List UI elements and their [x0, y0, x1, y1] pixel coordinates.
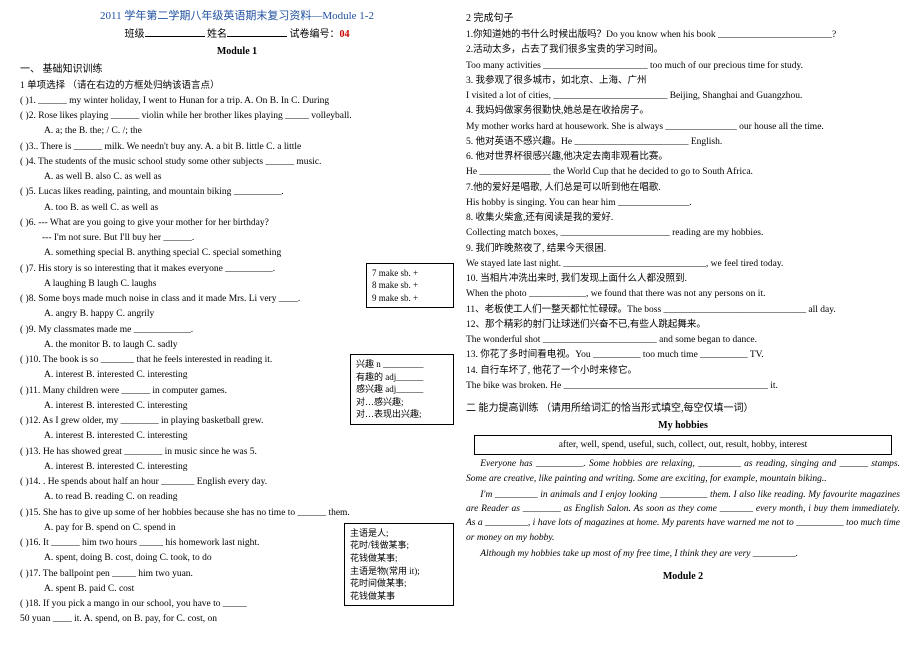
paper-label: 试卷编号：	[290, 29, 340, 40]
box3-l5: 花时间做某事;	[350, 577, 448, 590]
c4b: My mother works hard at housework. She i…	[466, 120, 900, 134]
box3-l6: 花钱做某事	[350, 590, 448, 603]
mc-heading: 1 单项选择 （请在右边的方框处归纳该语言点）	[20, 79, 454, 93]
note-box-spend: 主语是人; 花时/钱做某事; 花钱做某事; 主语是物(常用 it); 花时间做某…	[344, 523, 454, 607]
left-column: 2011 学年第二学期八年级英语期末复习资料—Module 1-2 班级 姓名 …	[14, 8, 460, 642]
q2: ( )2. Rose likes playing ______ violin w…	[20, 109, 454, 123]
doc-subtitle: 班级 姓名 试卷编号：04	[20, 27, 454, 42]
q13: ( )13. He has showed great ________ in m…	[20, 445, 454, 459]
q1: ( )1. ______ my winter holiday, I went t…	[20, 94, 454, 108]
q4: ( )4. The students of the music school s…	[20, 155, 454, 169]
box1-l2: 8 make sb. +	[372, 279, 448, 292]
c11a: 11、老板使工人们一整天都忙忙碌碌。The boss _____________…	[466, 303, 900, 317]
q14: ( )14. . He spends about half an hour __…	[20, 475, 454, 489]
box1-l1: 7 make sb. +	[372, 267, 448, 280]
c9a: 9. 我们昨晚熬夜了, 结果今天很困.	[466, 242, 900, 256]
hobbies-title: My hobbies	[466, 418, 900, 433]
q2-opts: A. a; the B. the; / C. /; the	[20, 124, 454, 138]
c14b: The bike was broken. He ________________…	[466, 379, 900, 393]
q5: ( )5. Lucas likes reading, painting, and…	[20, 185, 454, 199]
box2-l4: 对…感兴趣;	[356, 396, 448, 409]
box3-l3: 花钱做某事;	[350, 552, 448, 565]
section-basics: 一、 基础知识训练	[20, 62, 454, 77]
class-label: 班级	[125, 29, 145, 40]
note-box-make: 7 make sb. + 8 make sb. + 9 make sb. +	[366, 263, 454, 309]
q13-opts: A. interest B. interested C. interesting	[20, 460, 454, 474]
right-column: 2 完成句子 1.你知道她的书什么时候出版吗？Do you know when …	[460, 8, 906, 642]
c2b: Too many activities ____________________…	[466, 59, 900, 73]
q18b: 50 yuan ____ it. A. spend, on B. pay, fo…	[20, 612, 454, 626]
q6b: --- I'm not sure. But I'll buy her _____…	[20, 231, 454, 245]
c14a: 14. 自行车坏了, 他花了一个小时来修它。	[466, 364, 900, 378]
q6-opts: A. something special B. anything special…	[20, 246, 454, 260]
q8-opts: A. angry B. happy C. angrily	[20, 307, 454, 321]
c9b: We stayed late last night. _____________…	[466, 257, 900, 271]
c3a: 3. 我参观了很多城市，如北京、上海、广州	[466, 74, 900, 88]
c8b: Collecting match boxes, ________________…	[466, 226, 900, 240]
c5a: 5. 他对英语不感兴趣。He ________________________ …	[466, 135, 900, 149]
q12-opts: A. interest B. interested C. interesting	[20, 429, 454, 443]
c10a: 10. 当相片冲洗出来时, 我们发现上面什么人都没照到.	[466, 272, 900, 286]
q6: ( )6. --- What are you going to give you…	[20, 216, 454, 230]
c6b: He _______________ the World Cup that he…	[466, 165, 900, 179]
box3-l2: 花时/钱做某事;	[350, 539, 448, 552]
box3-l4: 主语是物(常用 it);	[350, 565, 448, 578]
paper-number: 04	[340, 29, 350, 40]
q9: ( )9. My classmates made me ____________…	[20, 323, 454, 337]
word-bank: after, well, spend, useful, such, collec…	[474, 435, 892, 455]
q9-opts: A. the monitor B. to laugh C. sadly	[20, 338, 454, 352]
name-label: 姓名	[207, 29, 227, 40]
box1-l3: 9 make sb. +	[372, 292, 448, 305]
box2-l3: 感兴趣 adj______	[356, 383, 448, 396]
q15: ( )15. She has to give up some of her ho…	[20, 506, 454, 520]
box2-l5: 对…表现出兴趣;	[356, 408, 448, 421]
q5-opts: A. too B. as well C. as well as	[20, 201, 454, 215]
c3b: I visited a lot of cities, _____________…	[466, 89, 900, 103]
c6a: 6. 他对世界杯很感兴趣,他决定去南非观看比赛。	[466, 150, 900, 164]
c12a: 12、那个精彩的射门让球迷们兴奋不已,有些人跳起舞来。	[466, 318, 900, 332]
passage-p3: Although my hobbies take up most of my f…	[466, 547, 900, 561]
module1-heading: Module 1	[20, 44, 454, 59]
note-box-interest: 兴趣 n _________ 有趣的 adj______ 感兴趣 adj____…	[350, 354, 454, 425]
c4a: 4. 我妈妈做家务很勤快,她总是在收拾房子。	[466, 104, 900, 118]
q4-opts: A. as well B. also C. as well as	[20, 170, 454, 184]
passage-p2: I'm _________ in animals and I enjoy loo…	[466, 488, 900, 545]
c7b: His hobby is singing. You can hear him _…	[466, 196, 900, 210]
c2a: 2.活动太多，占去了我们很多宝贵的学习时间。	[466, 43, 900, 57]
q3: ( )3.. There is ______ milk. We needn't …	[20, 140, 454, 154]
section-ability: 二 能力提高训练 （请用所给词汇的恰当形式填空,每空仅填一词）	[466, 401, 900, 416]
c13a: 13. 你花了多时间看电视。You __________ too much ti…	[466, 348, 900, 362]
c10b: When the photo ____________, we found th…	[466, 287, 900, 301]
c7a: 7.他的爱好是唱歌, 人们总是可以听到他在唱歌.	[466, 181, 900, 195]
box2-l2: 有趣的 adj______	[356, 371, 448, 384]
box2-l1: 兴趣 n _________	[356, 358, 448, 371]
c12b: The wonderful shot _____________________…	[466, 333, 900, 347]
passage-p1: Everyone has __________. Some hobbies ar…	[466, 457, 900, 486]
q14-opts: A. to read B. reading C. on reading	[20, 490, 454, 504]
doc-title: 2011 学年第二学期八年级英语期末复习资料—Module 1-2	[20, 8, 454, 25]
section-complete: 2 完成句子	[466, 11, 900, 26]
c1: 1.你知道她的书什么时候出版吗？Do you know when his boo…	[466, 28, 900, 42]
c8a: 8. 收集火柴盒,还有阅读是我的爱好.	[466, 211, 900, 225]
box3-l1: 主语是人;	[350, 527, 448, 540]
module2-heading: Module 2	[466, 569, 900, 584]
